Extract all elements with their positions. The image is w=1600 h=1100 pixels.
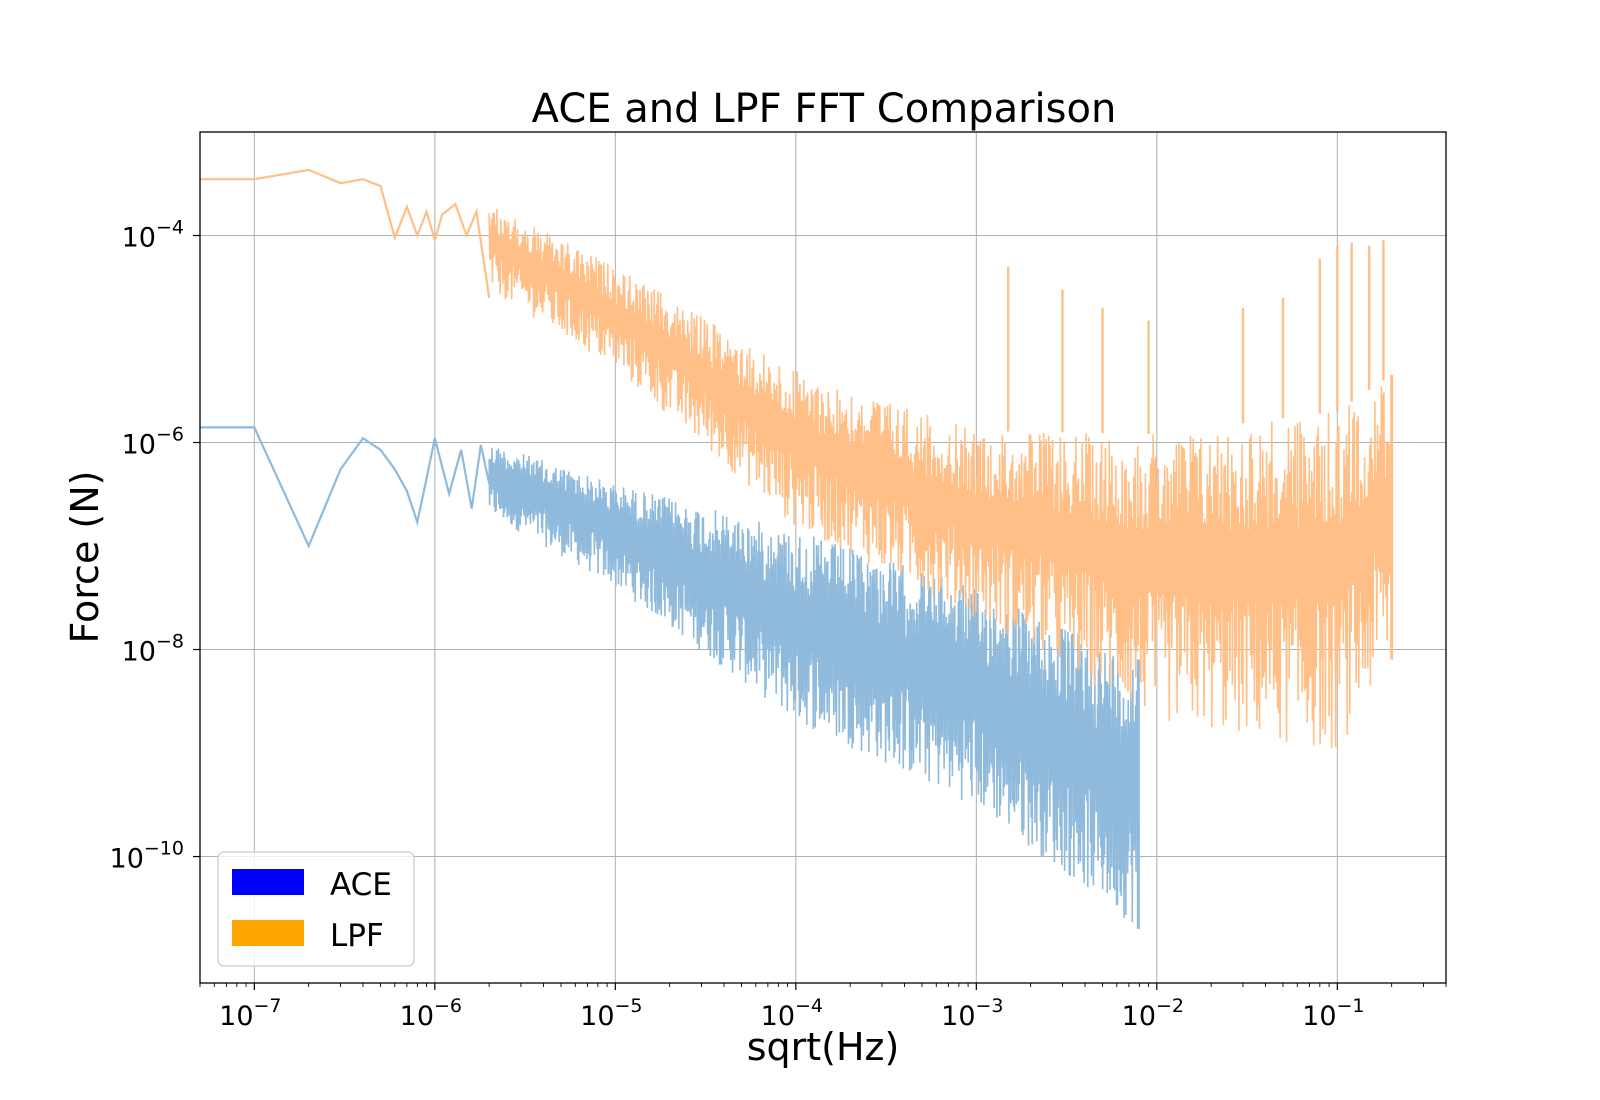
legend: ACE LPF	[217, 851, 415, 967]
y-tick-label: 10−6	[122, 424, 184, 461]
legend-swatch-lpf	[232, 920, 304, 946]
x-axis-label: sqrt(Hz)	[747, 1025, 900, 1069]
x-tick-label: 10−4	[761, 995, 823, 1032]
plot-frame	[199, 131, 1447, 984]
series-lpf	[200, 168, 1394, 749]
series-line-lpf	[200, 168, 491, 298]
series-band-ace	[488, 447, 1140, 923]
y-axis-label: Force (N)	[63, 471, 107, 644]
legend-swatch-ace	[232, 869, 304, 895]
x-tick-label: 10−6	[400, 995, 462, 1032]
series-layer	[200, 168, 1394, 929]
x-tick-label: 10−7	[219, 995, 281, 1032]
legend-label-ace: ACE	[330, 867, 392, 903]
y-axis-ticks: 10−4 10−6 10−8 10−10	[110, 217, 200, 875]
y-tick-label: 10−10	[110, 838, 184, 875]
y-tick-label: 10−8	[122, 631, 184, 668]
series-ace	[200, 426, 1140, 929]
chart-title: ACE and LPF FFT Comparison	[532, 86, 1117, 132]
x-tick-label: 10−2	[1122, 995, 1184, 1032]
series-band-lpf	[488, 208, 1393, 749]
y-tick-label: 10−4	[122, 217, 184, 254]
series-line-ace	[200, 426, 491, 549]
x-tick-label: 10−1	[1302, 995, 1364, 1032]
x-tick-label: 10−3	[941, 995, 1003, 1032]
x-tick-label: 10−5	[580, 995, 642, 1032]
legend-label-lpf: LPF	[330, 918, 384, 954]
x-axis-ticks: 10−7 10−6 10−5 10−4 10−3 10−2 10−1	[199, 983, 1447, 1032]
